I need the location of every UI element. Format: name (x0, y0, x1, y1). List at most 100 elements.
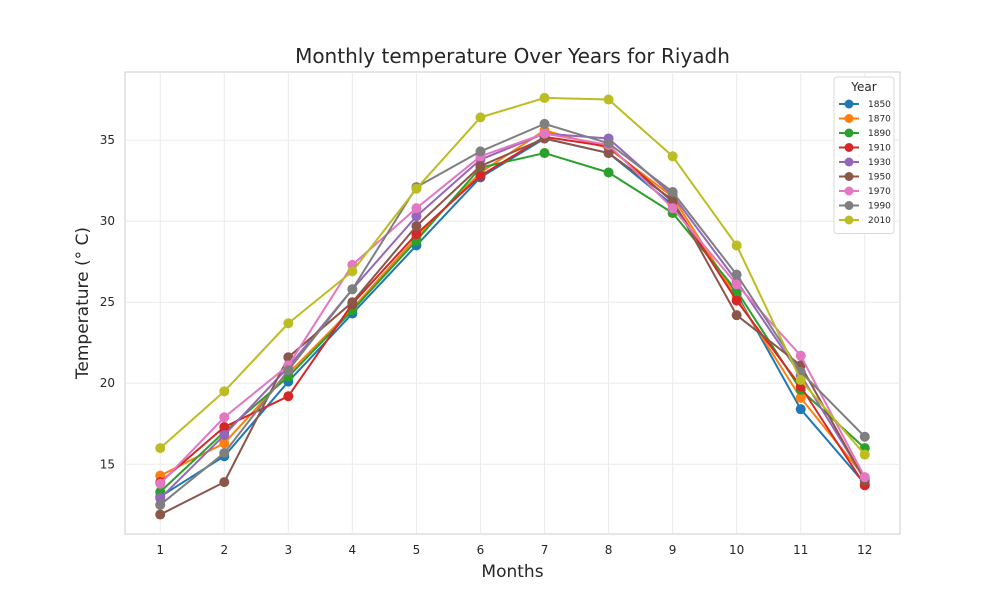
legend: Year 1850 1870 1890 1910 1930 1950 1970 1990 201… (833, 76, 895, 234)
legend-marker (844, 157, 854, 167)
chart-title: Monthly temperature Over Years for Riyad… (295, 44, 730, 68)
x-tick-label: 1 (156, 543, 164, 557)
y-axis-ticks: 15 20 25 30 35 (100, 133, 115, 471)
legend-item-1890: 1890 (839, 128, 891, 139)
x-tick-label: 4 (349, 543, 357, 557)
legend-items: 1850 1870 1890 1910 1930 1950 1970 1990 2010 (839, 99, 891, 226)
x-axis-ticks: 1 2 3 4 5 6 7 8 9 10 11 12 (156, 543, 872, 557)
data-point (219, 447, 230, 458)
data-point (411, 203, 422, 214)
legend-item-1950: 1950 (839, 172, 891, 183)
legend-title: Year (850, 80, 876, 94)
x-tick-label: 7 (541, 543, 549, 557)
data-point (219, 422, 230, 433)
data-point (283, 391, 294, 402)
legend-item-1910: 1910 (839, 143, 891, 154)
x-tick-label: 10 (729, 543, 744, 557)
legend-marker (844, 186, 854, 196)
data-point (347, 297, 358, 308)
y-tick-label: 25 (100, 295, 115, 309)
series-line (159, 137, 866, 516)
legend-label: 1970 (868, 187, 891, 197)
legend-label: 1910 (868, 144, 891, 154)
data-point (411, 183, 422, 194)
x-tick-label: 2 (220, 543, 228, 557)
data-point (155, 509, 166, 520)
legend-label: 1930 (868, 158, 891, 168)
legend-marker (844, 128, 854, 138)
x-axis-title: Months (481, 562, 543, 582)
data-point (731, 269, 742, 280)
legend-marker (844, 172, 854, 181)
data-point (475, 146, 486, 157)
data-point (411, 221, 422, 231)
y-tick-label: 30 (100, 214, 115, 228)
data-point (667, 186, 678, 197)
data-point (667, 195, 678, 206)
series-line (159, 135, 866, 486)
legend-label: 1890 (868, 129, 891, 139)
data-point (475, 170, 486, 181)
data-point (795, 350, 806, 361)
data-point (411, 211, 422, 222)
data-point (667, 203, 678, 214)
legend-marker (844, 215, 854, 225)
y-tick-label: 15 (100, 457, 115, 471)
data-point (411, 229, 422, 240)
data-point (283, 365, 294, 376)
data-point (603, 138, 614, 149)
data-point (219, 430, 230, 441)
data-point (539, 128, 550, 139)
legend-marker (844, 143, 854, 152)
legend-marker (844, 201, 854, 210)
legend-marker (844, 99, 854, 109)
data-point (155, 478, 166, 489)
legend-label: 1950 (868, 173, 891, 183)
series-2010 (155, 92, 870, 460)
data-point (859, 449, 870, 460)
legend-label: 1870 (868, 115, 891, 125)
data-point (155, 443, 166, 454)
data-point (667, 151, 678, 162)
legend-item-2010: 2010 (839, 215, 891, 226)
x-tick-label: 3 (285, 543, 293, 557)
y-tick-label: 35 (100, 133, 115, 147)
data-point (795, 375, 806, 385)
data-point (731, 295, 742, 306)
data-point (539, 148, 550, 159)
y-axis-title: Temperature (° C) (73, 227, 93, 380)
legend-label: 2010 (868, 216, 891, 226)
plot-area (124, 71, 901, 535)
data-point (859, 472, 870, 483)
y-tick-label: 20 (100, 376, 115, 390)
data-point (859, 431, 870, 442)
data-point (219, 412, 230, 423)
x-tick-label: 12 (857, 543, 872, 557)
series-line (159, 132, 866, 485)
legend-item-1970: 1970 (839, 186, 891, 197)
legend-item-1870: 1870 (839, 114, 891, 125)
legend-item-1930: 1930 (839, 157, 891, 168)
x-tick-label: 9 (669, 543, 677, 557)
data-point (283, 318, 294, 329)
x-tick-label: 11 (793, 543, 808, 557)
legend-label: 1990 (868, 202, 891, 212)
data-point (603, 167, 614, 178)
data-point (219, 386, 230, 397)
data-point (731, 240, 742, 251)
series-line (159, 152, 866, 493)
data-point (603, 148, 614, 159)
data-point (731, 279, 742, 290)
data-point (475, 161, 486, 172)
legend-item-1850: 1850 (839, 99, 891, 110)
data-point (347, 284, 358, 295)
legend-label: 1850 (868, 100, 891, 110)
data-point (603, 94, 614, 105)
x-tick-label: 5 (413, 543, 421, 557)
series-line (159, 96, 866, 456)
x-tick-label: 8 (605, 543, 613, 557)
data-point (539, 92, 550, 103)
data-point (475, 112, 486, 123)
